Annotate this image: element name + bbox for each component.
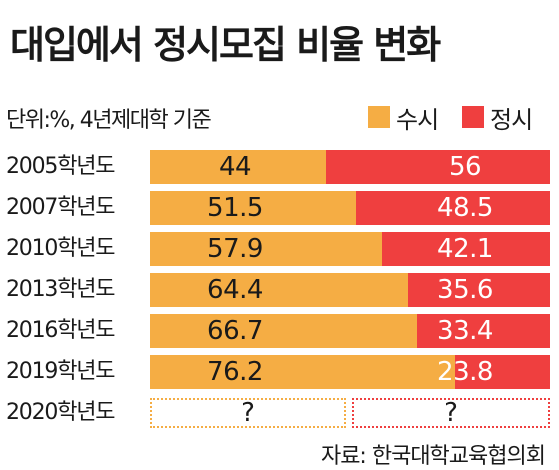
source-note: 자료: 한국대학교육협의회: [320, 444, 546, 469]
data-label-jeongsi: 56: [448, 152, 482, 182]
bar-segment-susi: [150, 355, 455, 389]
data-label-susi: 51.5: [207, 193, 263, 223]
bar-segment-jeongsi: [416, 314, 550, 348]
legend-label-susi: 수시: [396, 106, 439, 134]
data-label-jeongsi: 48.5: [437, 193, 493, 223]
data-label-susi: 76.2: [207, 357, 263, 387]
category-label: 2005학년도: [6, 154, 116, 179]
bar-segment-susi: [150, 232, 382, 266]
bar-segment-susi: [150, 191, 356, 225]
bar-segment-jeongsi: [381, 232, 550, 266]
bar-segment-jeongsi: [326, 150, 550, 184]
category-label: 2016학년도: [6, 318, 116, 343]
category-label: 2019학년도: [6, 359, 116, 384]
data-label-jeongsi: 42.1: [437, 234, 493, 264]
unknown-bar-jeongsi: ?: [352, 398, 550, 428]
bar-segment-susi: [150, 273, 408, 307]
data-label-jeongsi: 23.8: [437, 357, 493, 387]
category-label: 2007학년도: [6, 195, 116, 220]
unknown-bar-susi: ?: [150, 398, 346, 428]
legend-swatch-susi: [368, 106, 390, 128]
legend-swatch-jeongsi: [462, 106, 484, 128]
chart-title: 대입에서 정시모집 비율 변화: [10, 23, 441, 67]
data-label-jeongsi: 35.6: [437, 275, 493, 305]
chart-subtitle: 단위:%, 4년제대학 기준: [6, 108, 212, 133]
data-label-susi: 66.7: [207, 316, 263, 346]
bar-segment-jeongsi: [407, 273, 550, 307]
legend-label-jeongsi: 정시: [490, 106, 533, 134]
category-label: 2010학년도: [6, 236, 116, 261]
category-label: 2013학년도: [6, 277, 116, 302]
bar-segment-jeongsi: [454, 355, 550, 389]
data-label-jeongsi: 33.4: [437, 316, 493, 346]
bar-segment-jeongsi: [356, 191, 550, 225]
data-label-susi: 57.9: [207, 234, 263, 264]
data-label-susi: 64.4: [207, 275, 263, 305]
bar-segment-susi: [150, 150, 326, 184]
bar-chart: 2005학년도 44 56 2007학년도 51.5 48.5 2010학년도 57.9 42.…: [0, 150, 559, 440]
category-label: 2020학년도: [6, 400, 116, 425]
bar-segment-susi: [150, 314, 417, 348]
data-label-susi: 44: [218, 152, 252, 182]
